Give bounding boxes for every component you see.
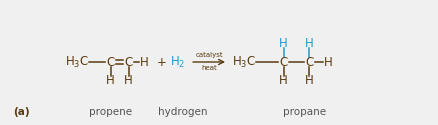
Text: H: H bbox=[124, 74, 133, 87]
Text: +: + bbox=[156, 56, 166, 68]
Text: H: H bbox=[140, 56, 148, 68]
Text: C: C bbox=[106, 56, 115, 68]
Text: H$_3$C: H$_3$C bbox=[231, 54, 255, 70]
Text: H: H bbox=[279, 74, 287, 87]
Text: C: C bbox=[124, 56, 132, 68]
Text: catalyst: catalyst bbox=[195, 52, 223, 58]
Text: H$_3$C: H$_3$C bbox=[64, 54, 88, 70]
Text: propene: propene bbox=[89, 107, 132, 117]
Text: C: C bbox=[279, 56, 287, 68]
Text: hydrogen: hydrogen bbox=[158, 107, 208, 117]
Text: propane: propane bbox=[282, 107, 325, 117]
Text: H$_2$: H$_2$ bbox=[169, 54, 184, 70]
Text: H: H bbox=[304, 74, 313, 87]
Text: H: H bbox=[304, 37, 313, 50]
Text: H: H bbox=[279, 37, 287, 50]
Text: H: H bbox=[323, 56, 332, 68]
Text: heat: heat bbox=[201, 65, 216, 71]
Text: H: H bbox=[106, 74, 115, 87]
Text: (a): (a) bbox=[13, 107, 29, 117]
Text: C: C bbox=[304, 56, 313, 68]
